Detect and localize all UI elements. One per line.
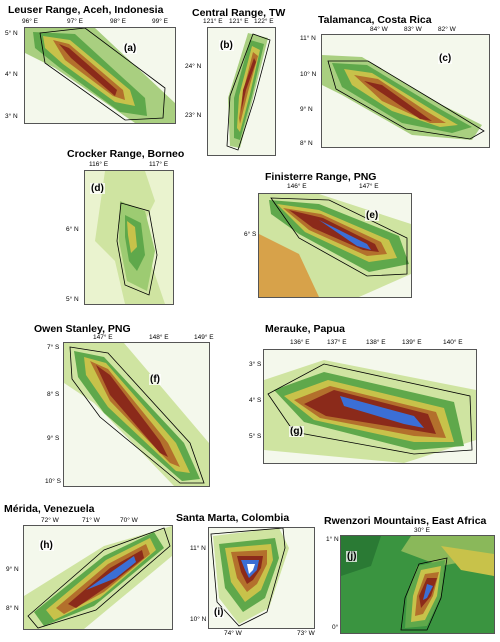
y-tick-label: 8° N [6,605,19,612]
x-tick-label: 121° E [229,18,249,25]
y-tick-label: 4° N [5,71,18,78]
panel-letter: (i) [213,607,225,618]
y-tick-label: 3° N [5,113,18,120]
x-tick-label: 122° E [254,18,274,25]
panel-letter: (c) [438,53,453,64]
x-tick-label: 72° W [41,517,59,524]
panel-title: Leuser Range, Aceh, Indonesia [8,4,164,16]
x-tick-label: 84° W [370,26,388,33]
elevation-map: (j) [340,535,495,634]
x-tick-label: 96° E [22,18,38,25]
panel-letter: (j) [346,551,358,562]
x-tick-label: 97° E [67,18,83,25]
x-tick-label: 137° E [327,339,347,346]
elevation-map: (e) [258,193,412,298]
elevation-map: (b) [207,27,276,156]
x-tick-label: 149° E [194,334,214,341]
terrain-graphic [341,536,494,633]
elevation-map: (f) [63,342,210,487]
terrain-graphic [259,194,411,297]
panel-title: Owen Stanley, PNG [34,323,131,335]
elevation-map: (d) [84,170,174,305]
x-tick-label: 136° E [290,339,310,346]
panel-letter: (d) [90,183,105,194]
elevation-map: (c) [321,34,490,148]
x-tick-label: 146° E [287,183,307,190]
panel-letter: (b) [219,40,234,51]
x-tick-label: 121° E [203,18,223,25]
y-tick-label: 5° N [5,30,18,37]
panel-letter: (f) [149,374,161,385]
panel-letter: (e) [365,210,380,221]
y-tick-label: 10° N [300,71,317,78]
x-tick-label: 116° E [89,161,109,168]
terrain-graphic [208,28,275,155]
y-tick-label: 9° S [47,435,60,442]
x-tick-label: 99° E [152,18,168,25]
panel-title: Santa Marta, Colombia [176,512,290,524]
y-tick-label: 0° [332,624,339,631]
y-tick-label: 23° N [185,112,202,119]
x-tick-label: 82° W [438,26,456,33]
terrain-graphic [24,526,172,629]
terrain-graphic [322,35,489,147]
y-tick-label: 6° S [244,231,257,238]
terrain-graphic [25,28,175,123]
panel-title: Mérida, Venezuela [4,503,95,515]
x-tick-label: 74° W [224,630,242,637]
y-tick-label: 1° N [326,536,339,543]
elevation-map: (h) [23,525,173,630]
x-tick-label: 117° E [149,161,169,168]
x-tick-label: 30° E [414,527,430,534]
y-tick-label: 8° S [47,391,60,398]
panel-title: Merauke, Papua [265,323,345,335]
y-tick-label: 4° S [249,397,262,404]
x-tick-label: 73° W [297,630,315,637]
y-tick-label: 5° N [66,296,79,303]
elevation-map: (a) [24,27,176,124]
x-tick-label: 138° E [366,339,386,346]
terrain-graphic [264,350,476,463]
terrain-graphic [209,528,314,628]
x-tick-label: 70° W [120,517,138,524]
x-tick-label: 147° E [359,183,379,190]
y-tick-label: 10° N [190,616,207,623]
x-tick-label: 98° E [110,18,126,25]
y-tick-label: 11° N [190,545,206,552]
elevation-map: (g) [263,349,477,464]
panel-title: Finisterre Range, PNG [265,171,377,183]
panel-letter: (h) [39,540,54,551]
terrain-graphic [64,343,209,486]
x-tick-label: 147° E [93,334,113,341]
panel-title: Talamanca, Costa Rica [318,14,432,26]
y-tick-label: 11° N [300,35,316,42]
x-tick-label: 148° E [149,334,169,341]
y-tick-label: 24° N [185,63,202,70]
x-tick-label: 140° E [443,339,463,346]
y-tick-label: 5° S [249,433,262,440]
y-tick-label: 9° N [300,106,313,113]
panel-title: Crocker Range, Borneo [67,148,185,160]
x-tick-label: 139° E [402,339,422,346]
panel-letter: (a) [123,43,138,54]
x-tick-label: 83° W [404,26,422,33]
y-tick-label: 3° S [249,361,262,368]
panel-letter: (g) [289,426,304,437]
elevation-map: (i) [208,527,315,629]
y-tick-label: 10° S [45,478,61,485]
x-tick-label: 71° W [82,517,100,524]
y-tick-label: 6° N [66,226,79,233]
panel-title: Central Range, TW [192,7,286,19]
y-tick-label: 8° N [300,140,313,147]
y-tick-label: 7° S [47,344,60,351]
y-tick-label: 9° N [6,566,19,573]
panel-title: Rwenzori Mountains, East Africa [324,515,487,527]
